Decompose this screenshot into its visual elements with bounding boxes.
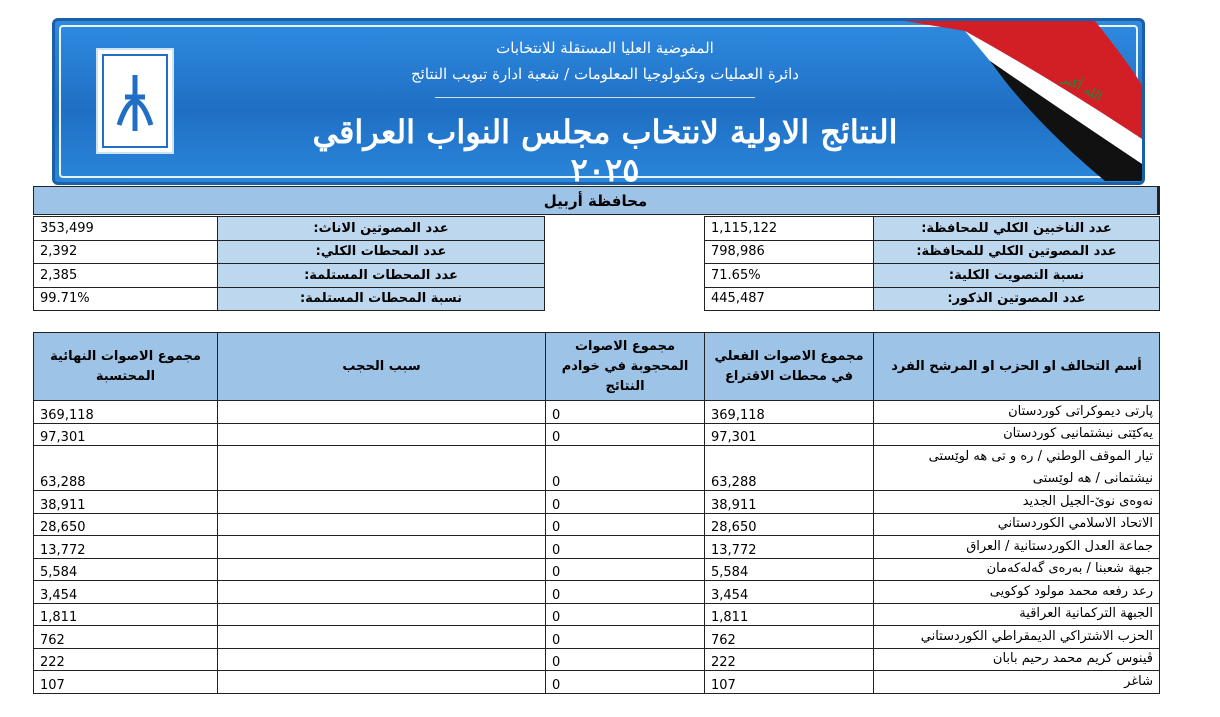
actual-votes: 3,454	[704, 580, 874, 604]
reason	[217, 512, 546, 536]
flag: الله أكبر	[905, 21, 1142, 181]
actual-votes: 38,911	[704, 490, 874, 514]
party-name: نەوەی نوێ-الجيل الجديد	[873, 490, 1160, 514]
summary-value: 445,487	[704, 286, 874, 311]
reason	[217, 602, 546, 626]
party-name: پارتی دیموکراتی کوردستان	[873, 400, 1160, 424]
summary-value: 2,385	[33, 263, 218, 288]
withheld-votes: 0	[545, 670, 705, 694]
summary-label: عدد الناخبين الكلي للمحافظة:	[873, 216, 1160, 241]
actual-votes: 222	[704, 647, 874, 671]
province-title: محافظة أربيل	[33, 186, 1160, 215]
summary-label: عدد المصوتين الاناث:	[217, 216, 545, 241]
final-votes: 3,454	[33, 580, 218, 604]
reason	[217, 422, 546, 446]
final-votes: 38,911	[33, 490, 218, 514]
column-header: مجموع الاصوات الفعلي في محطات الاقتراع	[704, 332, 874, 401]
withheld-votes: 0	[545, 512, 705, 536]
reason	[217, 670, 546, 694]
summary-value: 353,499	[33, 216, 218, 241]
withheld-votes: 0	[545, 400, 705, 424]
party-name: یەکێتی نیشتمانیی کوردستان	[873, 422, 1160, 446]
reason	[217, 400, 546, 424]
actual-votes: 28,650	[704, 512, 874, 536]
party-name: شاغر	[873, 670, 1160, 694]
party-name: تيار الموقف الوطني / رە و تی هە لوێستی ن…	[873, 445, 1160, 491]
reason	[217, 557, 546, 581]
summary-label: عدد المصوتين الذكور:	[873, 286, 1160, 311]
final-votes: 63,288	[33, 445, 218, 491]
banner-line1: المفوضية العليا المستقلة للانتخابات	[496, 39, 714, 57]
reason	[217, 625, 546, 649]
party-name: رعد رفعه محمد مولود كوكويى	[873, 580, 1160, 604]
actual-votes: 107	[704, 670, 874, 694]
summary-label: عدد المصوتين الكلي للمحافظة:	[873, 239, 1160, 264]
party-name: الحزب الاشتراكي الديمقراطي الكوردستاني	[873, 625, 1160, 649]
banner-title: النتائج الاولية لانتخاب مجلس النواب العر…	[312, 113, 898, 185]
reason	[217, 445, 546, 491]
withheld-votes: 0	[545, 490, 705, 514]
withheld-votes: 0	[545, 557, 705, 581]
final-votes: 13,772	[33, 535, 218, 559]
actual-votes: 5,584	[704, 557, 874, 581]
reason	[217, 535, 546, 559]
summary-label: نسبة التصويت الكلية:	[873, 263, 1160, 288]
logo	[96, 48, 174, 154]
party-name: جبهة شعبنا / بەرەی گەلەکەمان	[873, 557, 1160, 581]
summary-value: 99.71%	[33, 286, 218, 311]
banner: المفوضية العليا المستقلة للانتخابات دائر…	[52, 18, 1145, 185]
actual-votes: 762	[704, 625, 874, 649]
actual-votes: 369,118	[704, 400, 874, 424]
reason	[217, 580, 546, 604]
final-votes: 369,118	[33, 400, 218, 424]
banner-line2: دائرة العمليات وتكنولوجيا المعلومات / شع…	[410, 65, 799, 83]
withheld-votes: 0	[545, 445, 705, 491]
summary-value: 71.65%	[704, 263, 874, 288]
summary-label: عدد المحطات المستلمة:	[217, 263, 545, 288]
final-votes: 222	[33, 647, 218, 671]
actual-votes: 97,301	[704, 422, 874, 446]
party-name: ڤينوس كريم محمد رحيم بابان	[873, 647, 1160, 671]
withheld-votes: 0	[545, 602, 705, 626]
withheld-votes: 0	[545, 422, 705, 446]
final-votes: 762	[33, 625, 218, 649]
summary-value: 1,115,122	[704, 216, 874, 241]
summary-label: عدد المحطات الكلي:	[217, 239, 545, 264]
column-header: مجموع الاصوات النهائية المحتسبة	[33, 332, 218, 401]
divider	[435, 97, 755, 98]
final-votes: 97,301	[33, 422, 218, 446]
final-votes: 28,650	[33, 512, 218, 536]
party-name: الاتحاد الاسلامي الكوردستاني	[873, 512, 1160, 536]
party-name: الجبهة التركمانية العراقية	[873, 602, 1160, 626]
withheld-votes: 0	[545, 535, 705, 559]
summary-value: 798,986	[704, 239, 874, 264]
withheld-votes: 0	[545, 647, 705, 671]
actual-votes: 1,811	[704, 602, 874, 626]
actual-votes: 63,288	[704, 445, 874, 491]
column-header: سبب الحجب	[217, 332, 546, 401]
summary-value: 2,392	[33, 239, 218, 264]
column-header: مجموع الاصوات المحجوبة في خوادم النتائج	[545, 332, 705, 401]
withheld-votes: 0	[545, 625, 705, 649]
column-header: أسم التحالف او الحزب او المرشح الفرد	[873, 332, 1160, 401]
reason	[217, 490, 546, 514]
final-votes: 1,811	[33, 602, 218, 626]
actual-votes: 13,772	[704, 535, 874, 559]
final-votes: 107	[33, 670, 218, 694]
summary-label: نسبة المحطات المستلمة:	[217, 286, 545, 311]
final-votes: 5,584	[33, 557, 218, 581]
withheld-votes: 0	[545, 580, 705, 604]
party-name: جماعة العدل الكوردستانية / العراق	[873, 535, 1160, 559]
reason	[217, 647, 546, 671]
